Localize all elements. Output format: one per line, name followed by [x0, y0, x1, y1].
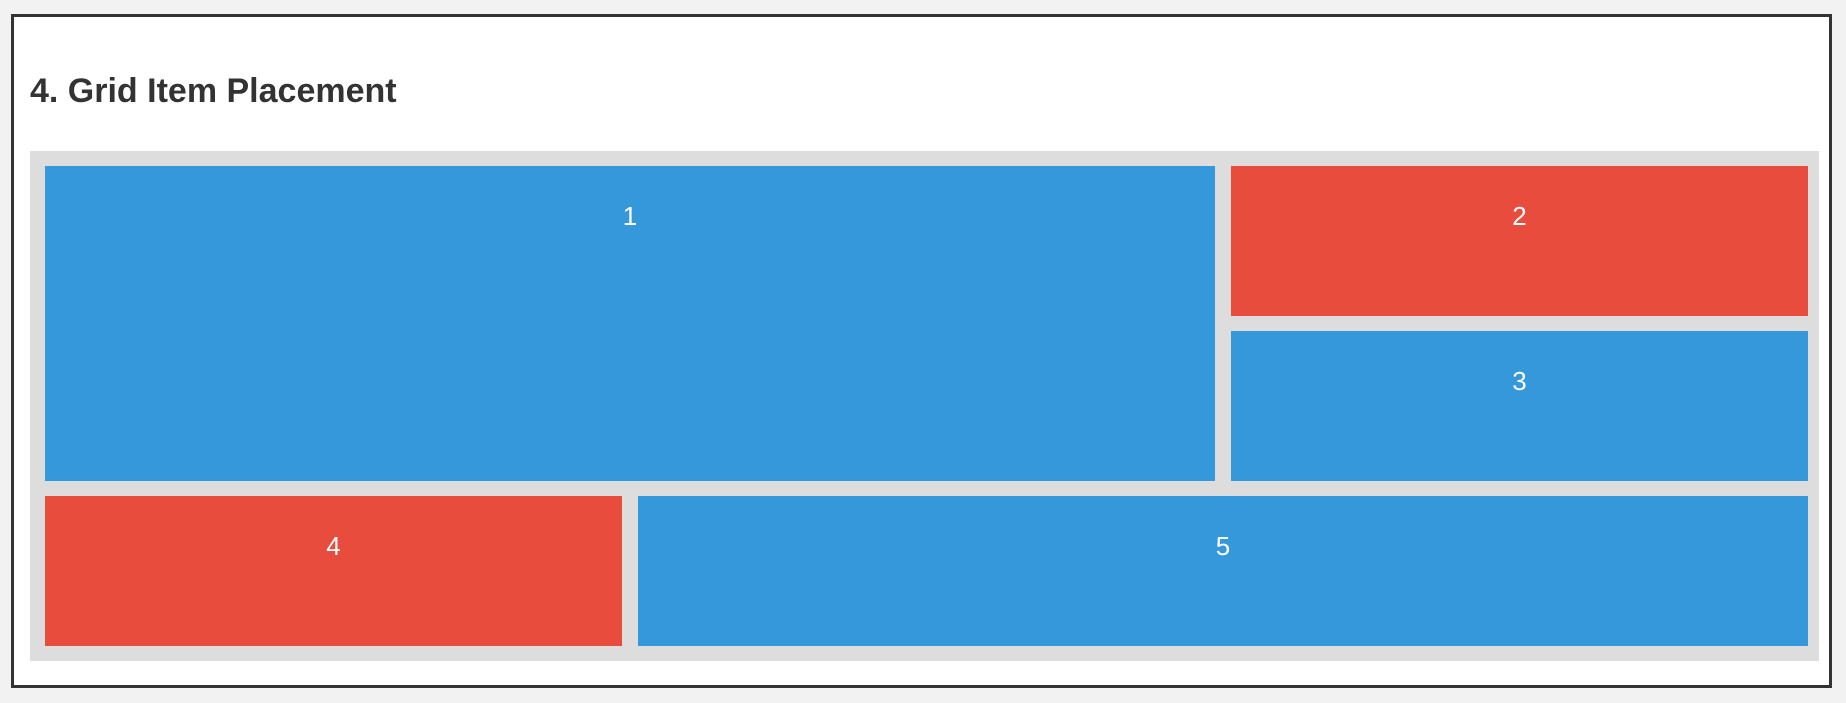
grid-item-5: 5 [638, 496, 1808, 646]
section-title: 4. Grid Item Placement [30, 72, 397, 110]
demo-card: 4. Grid Item Placement 1 2 3 4 5 [11, 14, 1832, 688]
grid-item-1: 1 [45, 166, 1215, 481]
grid-item-4: 4 [45, 496, 622, 646]
grid-item-2: 2 [1231, 166, 1808, 316]
grid-item-3: 3 [1231, 331, 1808, 481]
grid-container: 1 2 3 4 5 [30, 151, 1819, 661]
